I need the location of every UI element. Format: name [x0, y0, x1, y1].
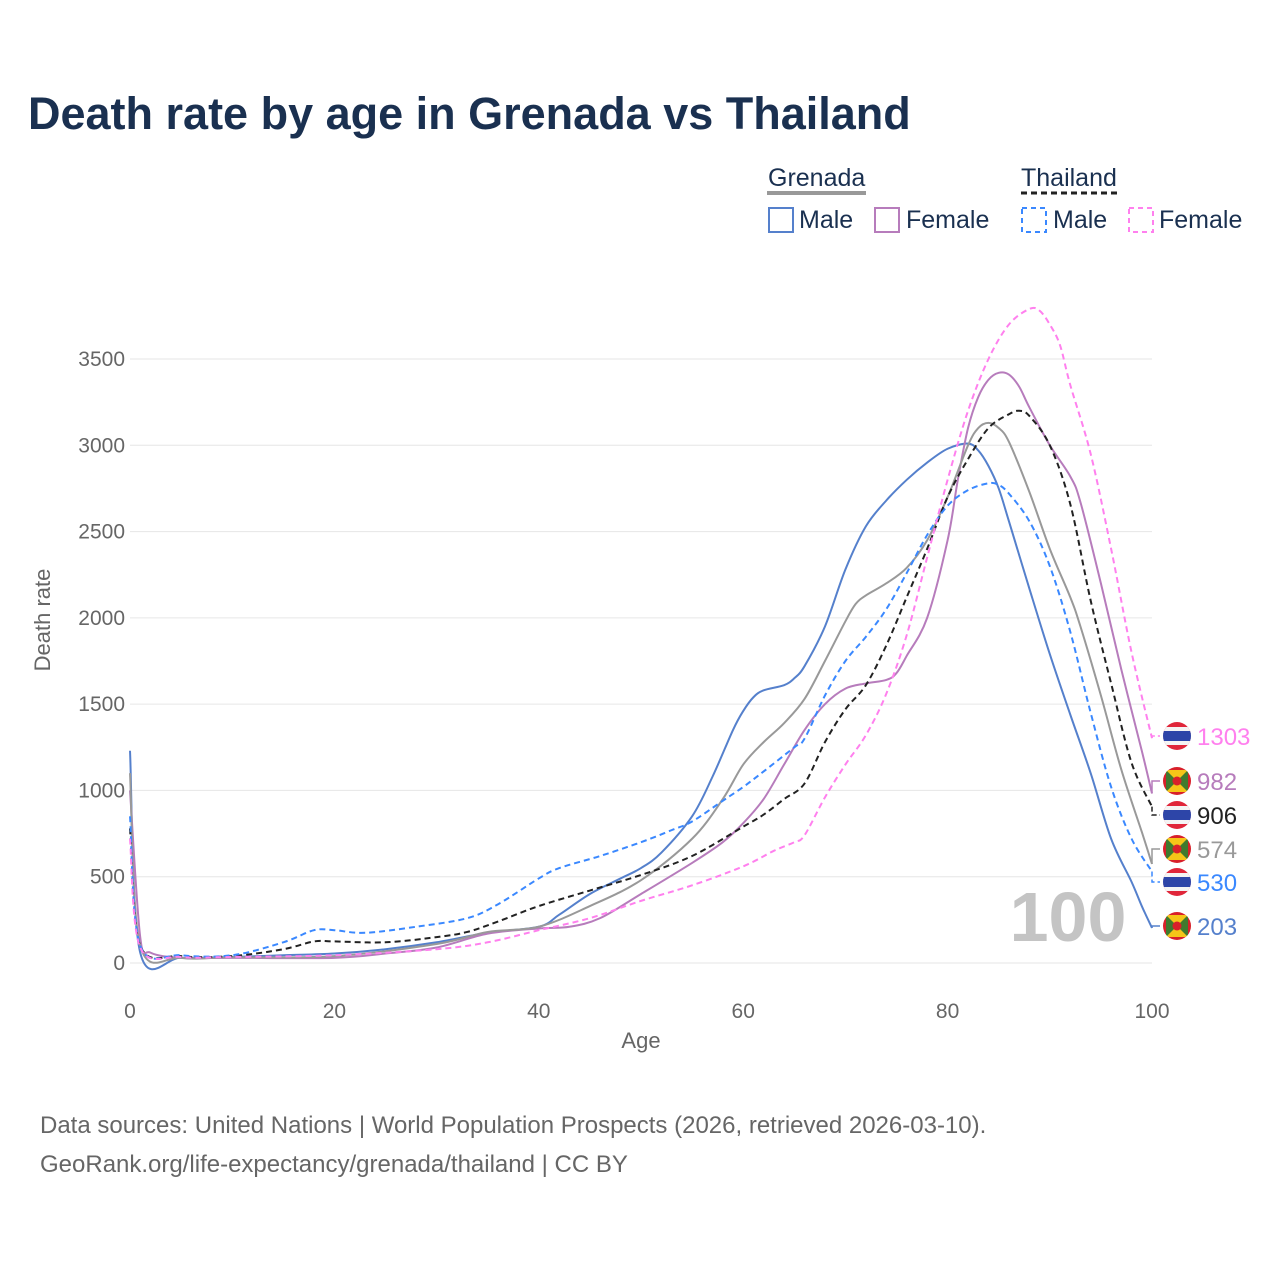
- legend-thailand-male-swatch: [1021, 207, 1047, 233]
- y-axis-label: Death rate: [30, 569, 55, 672]
- y-tick-label: 0: [113, 952, 125, 975]
- x-tick-label: 20: [323, 1000, 346, 1023]
- legend-thailand-female: Female: [1159, 206, 1242, 234]
- flag-green-right: [1177, 915, 1188, 937]
- flag-blue: [1163, 810, 1191, 820]
- flag-blue: [1163, 877, 1191, 887]
- grenada-flag-icon: [1163, 835, 1191, 863]
- x-tick-label: 80: [936, 1000, 959, 1023]
- thailand-flag-icon: [1163, 722, 1191, 750]
- series-line-grenada-total: [129, 421, 1153, 964]
- y-tick-label: 1000: [78, 779, 125, 802]
- y-tick-label: 3000: [78, 434, 125, 457]
- y-tick-label: 1500: [78, 693, 125, 716]
- x-axis-label: Age: [621, 1028, 660, 1053]
- flag-center: [1172, 921, 1182, 931]
- chart-title: Death rate by age in Grenada vs Thailand: [28, 88, 911, 139]
- flag-blue: [1163, 731, 1191, 741]
- x-tick-label: 40: [527, 1000, 550, 1023]
- end-value-label: 530: [1197, 870, 1237, 897]
- flag-green-left: [1166, 838, 1177, 860]
- flag-body: [1163, 801, 1191, 829]
- attribution-link[interactable]: GeoRank.org/life-expectancy/grenada/thai…: [40, 1151, 628, 1178]
- flag-green-right: [1177, 838, 1188, 860]
- y-tick-label: 500: [90, 866, 125, 889]
- source-text: Data sources: United Nations | World Pop…: [40, 1112, 987, 1139]
- flag-body: [1163, 722, 1191, 750]
- flag-body: [1163, 835, 1191, 863]
- end-connector: [1151, 780, 1160, 794]
- end-connector: [1151, 806, 1160, 816]
- series-line-thailand-total: [129, 409, 1153, 960]
- y-tick-label: 2500: [78, 521, 125, 544]
- end-value-label: 1303: [1197, 724, 1250, 751]
- flag-body: [1163, 912, 1191, 940]
- series-line-thailand-male: [129, 481, 1153, 960]
- legend: Grenada Thailand Male Female Male Female: [767, 164, 1242, 234]
- legend-grenada-male-swatch: [768, 207, 794, 233]
- flag-center: [1172, 844, 1182, 854]
- y-tick-label: 3500: [78, 348, 125, 371]
- legend-grenada-male: Male: [799, 206, 853, 234]
- end-connector: [1151, 735, 1160, 739]
- grenada-flag-icon: [1163, 767, 1191, 795]
- end-connector: [1151, 871, 1160, 883]
- end-value-label: 574: [1197, 837, 1237, 864]
- thailand-flag-icon: [1163, 801, 1191, 829]
- legend-group-thailand: Thailand: [1021, 164, 1117, 192]
- legend-group-grenada: Grenada: [768, 164, 865, 192]
- series-line-grenada-male: [129, 442, 1153, 971]
- end-value-label: 982: [1197, 769, 1237, 796]
- flag-body: [1163, 767, 1191, 795]
- legend-thailand-male: Male: [1053, 206, 1107, 234]
- thailand-flag-icon: [1163, 868, 1191, 896]
- footer: Data sources: United Nations | World Pop…: [40, 1106, 986, 1184]
- end-value-label: 906: [1197, 803, 1237, 830]
- flag-green-right: [1177, 770, 1188, 792]
- y-tick-label: 2000: [78, 607, 125, 630]
- legend-thailand-female-swatch: [1128, 207, 1154, 233]
- x-tick-label: 100: [1134, 1000, 1169, 1023]
- series-line-thailand-female: [129, 306, 1153, 961]
- flag-green-left: [1166, 915, 1177, 937]
- flag-center: [1172, 776, 1182, 786]
- x-tick-label: 0: [124, 1000, 136, 1023]
- flag-body: [1163, 868, 1191, 896]
- legend-grenada-female: Female: [906, 206, 989, 234]
- watermark-year: 100: [1010, 878, 1127, 956]
- legend-grenada-female-swatch: [874, 207, 900, 233]
- flag-green-left: [1166, 770, 1177, 792]
- series-line-grenada-female: [129, 371, 1153, 960]
- grenada-flag-icon: [1163, 912, 1191, 940]
- end-connector: [1151, 848, 1160, 864]
- x-tick-label: 60: [732, 1000, 755, 1023]
- end-value-label: 203: [1197, 914, 1237, 941]
- end-connector: [1151, 925, 1160, 928]
